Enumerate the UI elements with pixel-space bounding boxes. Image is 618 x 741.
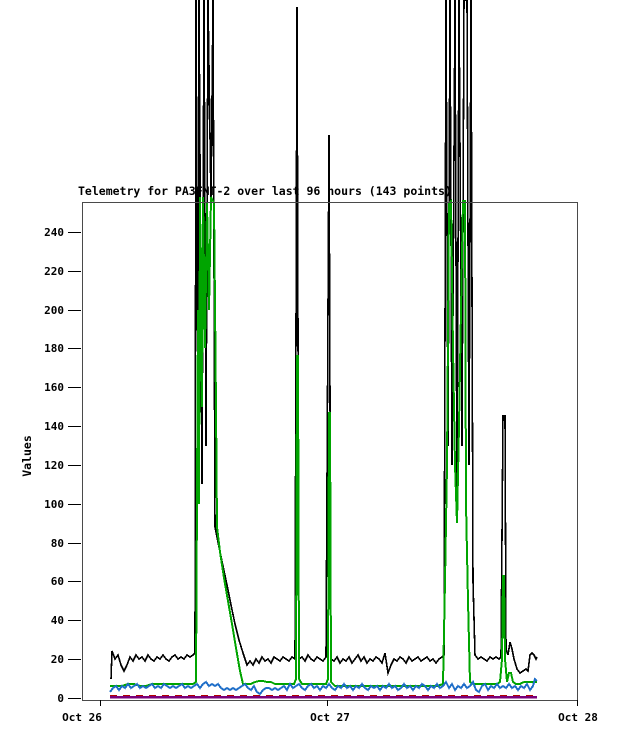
series-lines — [109, 0, 538, 699]
chart-title: Telemetry for PA3FNT-2 over last 96 hour… — [78, 184, 452, 198]
y-tick-label: 140 — [44, 420, 64, 433]
x-tick-label: Oct 27 — [310, 711, 350, 724]
plot-border — [82, 202, 578, 701]
y-tick-label: 200 — [44, 304, 64, 317]
y-tick-label: 160 — [44, 381, 64, 394]
x-tick-label: Oct 26 — [62, 711, 102, 724]
y-tick-label: 0 — [57, 692, 64, 705]
y-tick-label: 240 — [44, 226, 64, 239]
y-tick-label: 60 — [51, 575, 64, 588]
y-tick-label: 80 — [51, 537, 64, 550]
series-channel-green — [110, 196, 537, 687]
y-axis-label: Values — [20, 435, 34, 477]
x-axis-ticks: Oct 26 Oct 27 Oct 28 — [62, 700, 598, 724]
series-channel-blue — [109, 677, 538, 696]
y-tick-label: 100 — [44, 498, 64, 511]
y-tick-label: 20 — [51, 653, 64, 666]
y-tick-label: 220 — [44, 265, 64, 278]
y-tick-label: 40 — [51, 614, 64, 627]
y-tick-label: 180 — [44, 342, 64, 355]
series-channel-black — [110, 0, 538, 680]
y-tick-label: 120 — [44, 459, 64, 472]
x-tick-label: Oct 28 — [558, 711, 598, 724]
plot-border-rect — [82, 202, 578, 701]
y-axis-ticks: 0 20 40 60 80 100 120 140 160 180 200 220 240 — [44, 226, 81, 705]
